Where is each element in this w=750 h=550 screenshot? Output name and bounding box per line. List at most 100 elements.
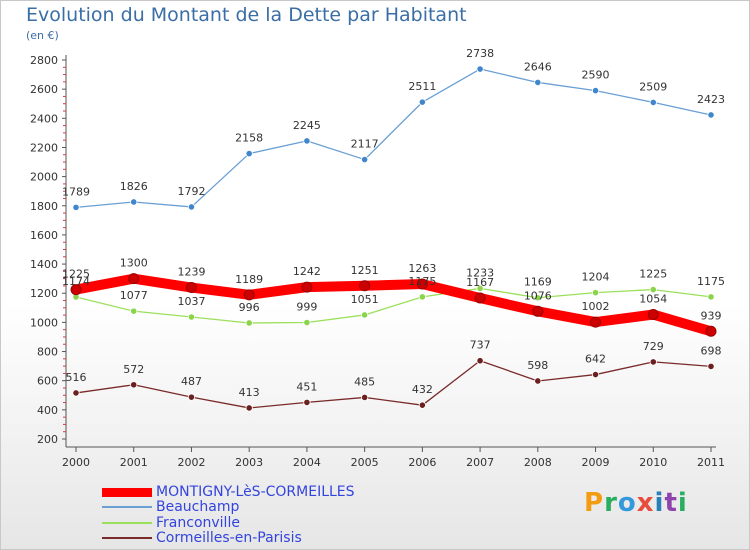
data-label: 1175 [697,275,725,288]
data-label: 1189 [235,273,263,286]
legend-label: Beauchamp [156,499,240,515]
data-point [303,137,311,145]
data-label: 598 [527,359,548,372]
data-point [185,282,197,294]
x-tick-label: 2005 [351,456,379,469]
series-line-0 [71,273,716,337]
data-point [245,404,253,412]
data-label: 2738 [466,47,494,60]
data-label: 1051 [351,293,379,306]
y-tick-label: 2000 [30,171,58,184]
data-label: 1169 [524,276,552,289]
data-point [359,280,371,292]
data-label: 2509 [639,80,667,93]
data-label: 2590 [582,69,610,82]
legend-swatch [102,506,152,508]
data-point [474,292,486,304]
y-tick-label: 400 [37,404,58,417]
legend-item: Cormeilles-en-Parisis [102,531,302,545]
y-tick-label: 2200 [30,141,58,154]
data-label: 729 [643,340,664,353]
series-line-2 [75,287,712,324]
data-label: 2423 [697,93,725,106]
data-point [130,198,138,206]
y-tick-label: 1400 [30,258,58,271]
data-point [418,293,426,301]
data-label: 2511 [408,80,436,93]
x-tick-label: 2011 [697,456,725,469]
data-point [361,155,369,164]
data-label: 2158 [235,132,263,145]
data-point [130,307,138,315]
data-label: 516 [66,371,87,384]
x-tick-label: 2004 [293,456,321,469]
legend-swatch [102,522,152,524]
logo-letter: o [617,488,637,518]
data-point [187,393,196,401]
data-label: 1263 [408,262,436,275]
chart-title: Evolution du Montant de la Dette par Hab… [26,4,467,26]
data-label: 1175 [408,275,436,288]
y-tick-label: 800 [37,346,58,359]
x-tick-label: 2003 [235,456,263,469]
data-point [476,284,484,293]
x-tick-label: 2006 [408,456,436,469]
data-label: 999 [296,301,317,314]
legend-item: Beauchamp [102,500,239,514]
x-tick-label: 2007 [466,456,494,469]
data-label: 1826 [120,180,148,193]
chart-subtitle: (en €) [26,29,59,42]
data-point [361,393,369,402]
y-tick-label: 1000 [30,316,58,329]
data-point [476,65,484,73]
data-point [649,98,657,107]
data-point [361,311,369,319]
data-point [187,313,196,321]
data-label: 737 [470,339,491,352]
data-label: 572 [123,363,144,376]
data-label: 1239 [177,266,205,279]
data-label: 2646 [524,60,552,73]
data-label: 1233 [466,266,494,279]
legend-item: Franconville [102,516,240,530]
logo-letter: r [604,488,618,518]
legend-swatch [102,537,152,539]
legend-label: Franconville [156,515,240,531]
data-point [591,87,600,95]
data-label: 1792 [177,185,205,198]
data-point [532,305,544,317]
data-point [128,273,140,285]
data-point [707,293,715,301]
data-point [705,325,717,337]
data-point [590,316,602,328]
data-label: 2245 [293,119,321,132]
series-line-3 [75,360,712,409]
data-label: 1300 [120,257,148,270]
data-point [70,284,82,296]
data-label: 1002 [582,300,610,313]
logo-letter: i [654,488,665,518]
data-point [649,285,657,294]
data-point [591,370,600,379]
y-tick-label: 1600 [30,229,58,242]
data-label: 939 [700,309,721,322]
x-tick-label: 2000 [62,456,90,469]
proxiti-logo: Proxiti [584,488,688,518]
data-point [418,401,426,409]
data-label: 642 [585,353,606,366]
x-tick-label: 2008 [524,456,552,469]
data-label: 451 [296,380,317,393]
data-label: 1225 [639,268,667,281]
logo-letter: t [664,488,678,518]
logo-letter: x [636,488,655,518]
data-point [130,381,138,389]
data-point [647,309,659,321]
y-tick-label: 1800 [30,200,58,213]
data-label: 1077 [120,289,148,302]
data-point [534,294,542,302]
data-point [476,357,484,365]
legend-label: Cormeilles-en-Parisis [156,530,302,546]
legend-item: MONTIGNY-LèS-CORMEILLES [102,485,355,499]
data-point [187,203,196,211]
data-label: 2117 [351,138,379,151]
